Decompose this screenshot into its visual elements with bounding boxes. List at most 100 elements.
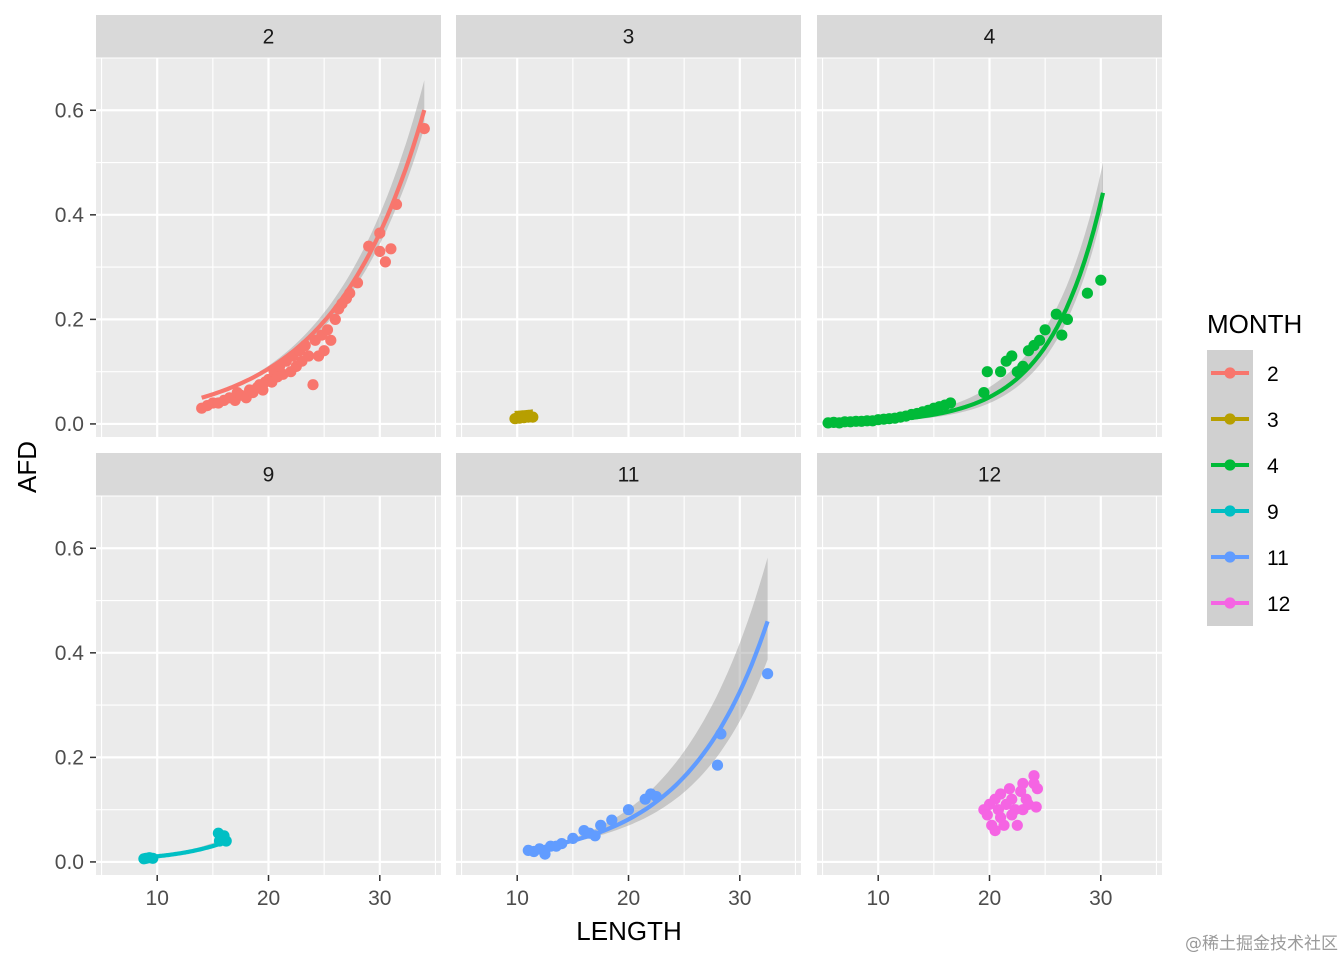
fit-line bbox=[527, 620, 770, 852]
legend-entry-9: 9 bbox=[1207, 488, 1279, 534]
legend-label: 12 bbox=[1267, 593, 1290, 616]
legend-label: 4 bbox=[1267, 455, 1279, 478]
data-point bbox=[762, 668, 774, 680]
data-point bbox=[527, 411, 539, 423]
facet-strip-label: 2 bbox=[263, 26, 275, 49]
confidence-band bbox=[528, 557, 768, 851]
data-point bbox=[390, 198, 403, 210]
data-point bbox=[307, 379, 319, 391]
y-tick-label: 0.6 bbox=[55, 537, 84, 560]
legend: MONTH 2 3 4 9 11 12 bbox=[1207, 309, 1302, 626]
data-point bbox=[363, 240, 375, 252]
x-axis-title: LENGTH bbox=[576, 916, 681, 946]
watermark: @稀土掘金技术社区 bbox=[1185, 934, 1338, 954]
data-point bbox=[1006, 793, 1018, 805]
legend-label: 9 bbox=[1267, 501, 1279, 524]
data-point bbox=[650, 791, 662, 803]
data-point bbox=[1006, 350, 1018, 362]
facet-strip bbox=[817, 15, 1162, 58]
fit-line bbox=[201, 109, 427, 400]
facet-strip bbox=[96, 15, 441, 58]
facet-strip-label: 3 bbox=[623, 26, 635, 49]
data-point bbox=[1095, 274, 1107, 286]
legend-key-point bbox=[1224, 505, 1236, 517]
legend-key-point bbox=[1224, 551, 1236, 563]
data-point bbox=[1061, 313, 1073, 325]
data-point bbox=[1009, 804, 1021, 816]
data-point bbox=[299, 339, 311, 352]
data-point bbox=[318, 345, 330, 357]
legend-label: 3 bbox=[1267, 409, 1279, 432]
data-point bbox=[385, 243, 397, 255]
facet-strip-label: 11 bbox=[618, 464, 640, 487]
facet-panel-9: 9 0.0 0.2 0.4 0.6 10 20 30 bbox=[55, 453, 441, 910]
data-point bbox=[1031, 783, 1043, 795]
y-tick-label: 0.2 bbox=[55, 746, 84, 769]
facet-strip-label: 4 bbox=[984, 26, 996, 49]
data-point bbox=[374, 227, 386, 239]
facet-strip bbox=[96, 453, 441, 496]
legend-title: MONTH bbox=[1207, 309, 1302, 339]
data-point bbox=[1003, 783, 1016, 795]
data-point bbox=[995, 788, 1007, 800]
x-tick-label: 20 bbox=[257, 887, 280, 910]
data-point bbox=[998, 819, 1010, 831]
y-tick-label: 0.0 bbox=[55, 851, 84, 874]
data-point bbox=[567, 832, 579, 845]
data-point bbox=[374, 245, 386, 257]
x-tick-label: 20 bbox=[617, 887, 640, 910]
data-point bbox=[1017, 777, 1029, 790]
data-point bbox=[978, 387, 990, 399]
legend-key-point bbox=[1224, 597, 1236, 609]
facet-panel-3: 3 bbox=[456, 15, 801, 437]
data-point bbox=[329, 313, 341, 325]
data-point bbox=[1081, 287, 1093, 299]
facet-panel-4: 4 bbox=[817, 15, 1162, 437]
y-axis-title: AFD bbox=[12, 441, 42, 493]
y-tick-label: 0.6 bbox=[55, 99, 84, 122]
data-point bbox=[1056, 329, 1068, 341]
legend-entry-4: 4 bbox=[1207, 442, 1279, 488]
x-tick-label: 20 bbox=[978, 887, 1001, 910]
legend-entry-12: 12 bbox=[1207, 580, 1290, 626]
data-point bbox=[556, 838, 568, 850]
legend-key-point bbox=[1224, 413, 1236, 425]
data-point bbox=[1039, 324, 1051, 336]
facet-panel-2: 2 0.0 0.2 0.4 0.6 bbox=[55, 15, 441, 437]
data-point bbox=[351, 277, 364, 289]
data-point bbox=[995, 366, 1007, 378]
data-point bbox=[1011, 819, 1023, 831]
data-point bbox=[595, 819, 607, 831]
y-tick-label: 0.0 bbox=[55, 413, 84, 436]
data-point bbox=[220, 835, 232, 847]
data-point bbox=[989, 825, 1001, 837]
data-point bbox=[622, 804, 635, 816]
data-point bbox=[1034, 334, 1046, 346]
data-point bbox=[1028, 770, 1040, 782]
facet-panel-12: 12 10 20 30 bbox=[817, 453, 1162, 910]
data-point bbox=[981, 366, 993, 378]
legend-label: 2 bbox=[1267, 363, 1279, 386]
data-point bbox=[539, 848, 551, 860]
y-tick-label: 0.4 bbox=[55, 204, 85, 227]
data-point bbox=[981, 809, 993, 821]
data-point bbox=[606, 814, 618, 826]
legend-key-point bbox=[1224, 459, 1236, 471]
legend-entry-3: 3 bbox=[1207, 396, 1279, 442]
data-point bbox=[418, 123, 430, 135]
data-point bbox=[325, 334, 337, 346]
x-tick-label: 10 bbox=[506, 887, 529, 910]
y-tick-label: 0.4 bbox=[55, 642, 85, 665]
legend-entry-11: 11 bbox=[1207, 534, 1289, 580]
facet-strip bbox=[456, 15, 801, 58]
facet-strip bbox=[456, 453, 801, 496]
legend-label: 11 bbox=[1267, 547, 1289, 570]
data-point bbox=[1030, 801, 1042, 813]
x-tick-label: 30 bbox=[368, 887, 391, 910]
legend-entry-2: 2 bbox=[1207, 350, 1279, 396]
facet-panel-11: 11 10 20 30 bbox=[456, 453, 801, 910]
data-point bbox=[1050, 308, 1062, 320]
data-point bbox=[944, 397, 957, 409]
data-point bbox=[1017, 360, 1029, 372]
